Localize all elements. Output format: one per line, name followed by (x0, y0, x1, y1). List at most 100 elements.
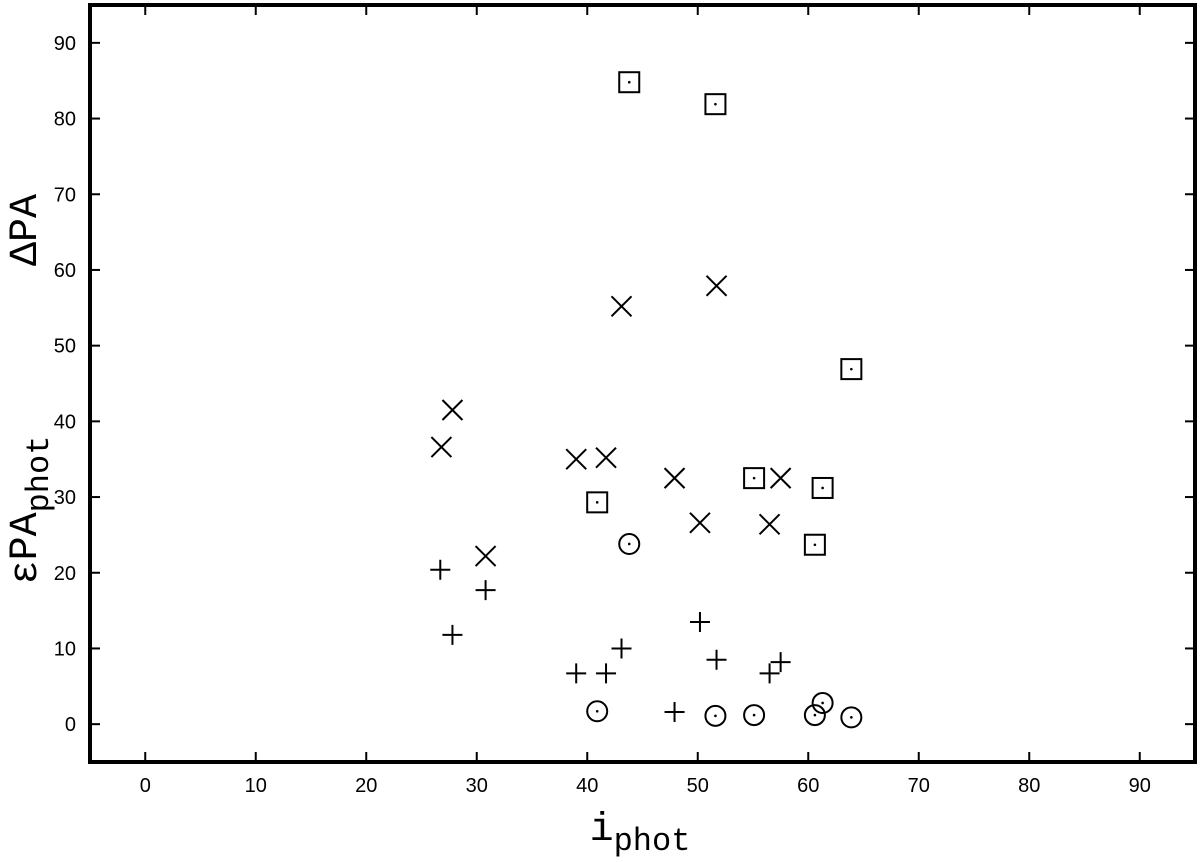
point-part (813, 713, 817, 717)
point (811, 691, 834, 714)
point (474, 545, 497, 567)
point-part (595, 501, 599, 504)
point (663, 467, 686, 489)
point-part (758, 513, 781, 536)
point (441, 399, 464, 421)
x-label-sub: phot (614, 823, 691, 860)
point-part (769, 467, 792, 489)
point-part (586, 491, 609, 514)
point-part (752, 476, 756, 480)
point (803, 533, 826, 556)
y-tick-label: 20 (54, 563, 76, 585)
point-part (850, 716, 853, 719)
y-tick-label: 10 (54, 638, 76, 660)
point (586, 700, 609, 723)
point (689, 512, 711, 534)
point-part (811, 691, 834, 714)
point (769, 467, 792, 489)
point-part (803, 704, 826, 727)
point-part (664, 702, 685, 723)
x-tick-label: 30 (466, 775, 488, 797)
point-part (821, 486, 824, 490)
y-tick-label: 50 (54, 336, 76, 358)
point-part (704, 704, 727, 727)
x-tick-label: 80 (1018, 775, 1040, 797)
point-part (821, 701, 824, 705)
point-part (811, 476, 834, 499)
point-part (618, 71, 641, 94)
x-axis-label: iphot (590, 808, 691, 860)
y-tick-label: 40 (54, 411, 76, 433)
point (840, 706, 863, 729)
point-part (595, 446, 617, 469)
point (586, 491, 609, 514)
point-part (586, 700, 609, 723)
point-part (743, 704, 766, 727)
point-part (689, 512, 711, 534)
point-part (430, 559, 451, 580)
point-part (770, 652, 791, 673)
point (758, 513, 781, 536)
x-tick-label: 60 (797, 775, 819, 797)
point (610, 295, 633, 317)
point-part (752, 713, 756, 717)
point (611, 638, 632, 659)
point (803, 704, 826, 727)
x-tick-label: 40 (576, 775, 598, 797)
point-part (704, 93, 727, 116)
point (430, 559, 451, 580)
point (430, 436, 453, 458)
point (442, 624, 463, 645)
point-part (627, 80, 631, 84)
point (705, 275, 728, 297)
y-label-main: εPA (4, 512, 49, 584)
point-part (611, 638, 632, 659)
point (759, 663, 780, 684)
point (595, 446, 617, 469)
point (770, 652, 791, 673)
point (664, 702, 685, 723)
point (811, 476, 834, 499)
point (566, 663, 587, 684)
point-part (689, 611, 710, 632)
point (706, 649, 727, 670)
x-tick-label: 70 (908, 775, 930, 797)
y-tick-label: 60 (54, 260, 76, 282)
point (618, 532, 641, 555)
point (689, 611, 710, 632)
point-part (610, 295, 633, 317)
point (704, 93, 727, 116)
point (618, 71, 641, 94)
point-part (706, 649, 727, 670)
point (743, 704, 766, 727)
point (596, 663, 617, 684)
point (743, 467, 766, 490)
point-part (474, 545, 497, 567)
point (704, 704, 727, 727)
x-tick-label: 0 (140, 775, 151, 797)
point-part (714, 714, 717, 718)
plot-frame (88, 3, 1197, 764)
point-part (596, 663, 617, 684)
y-tick-label: 30 (54, 487, 76, 509)
point-part (430, 436, 453, 458)
point-part (663, 467, 686, 489)
point-part (803, 533, 826, 556)
point-part (705, 275, 728, 297)
point-part (627, 542, 631, 546)
x-tick-label: 90 (1129, 775, 1151, 797)
point-part (595, 709, 599, 713)
point (840, 358, 863, 381)
point-part (565, 448, 587, 470)
x-tick-label: 10 (245, 775, 267, 797)
x-label-main: i (590, 808, 614, 853)
point (565, 448, 587, 470)
point-part (441, 399, 464, 421)
y-axis-label-lower: εPAphot (4, 436, 58, 585)
y-label-sub: phot (21, 436, 58, 513)
point-part (475, 580, 496, 601)
point-part (840, 706, 863, 729)
y-tick-label: 0 (65, 714, 76, 736)
y-axis-label-upper: ΔPA (4, 194, 49, 266)
